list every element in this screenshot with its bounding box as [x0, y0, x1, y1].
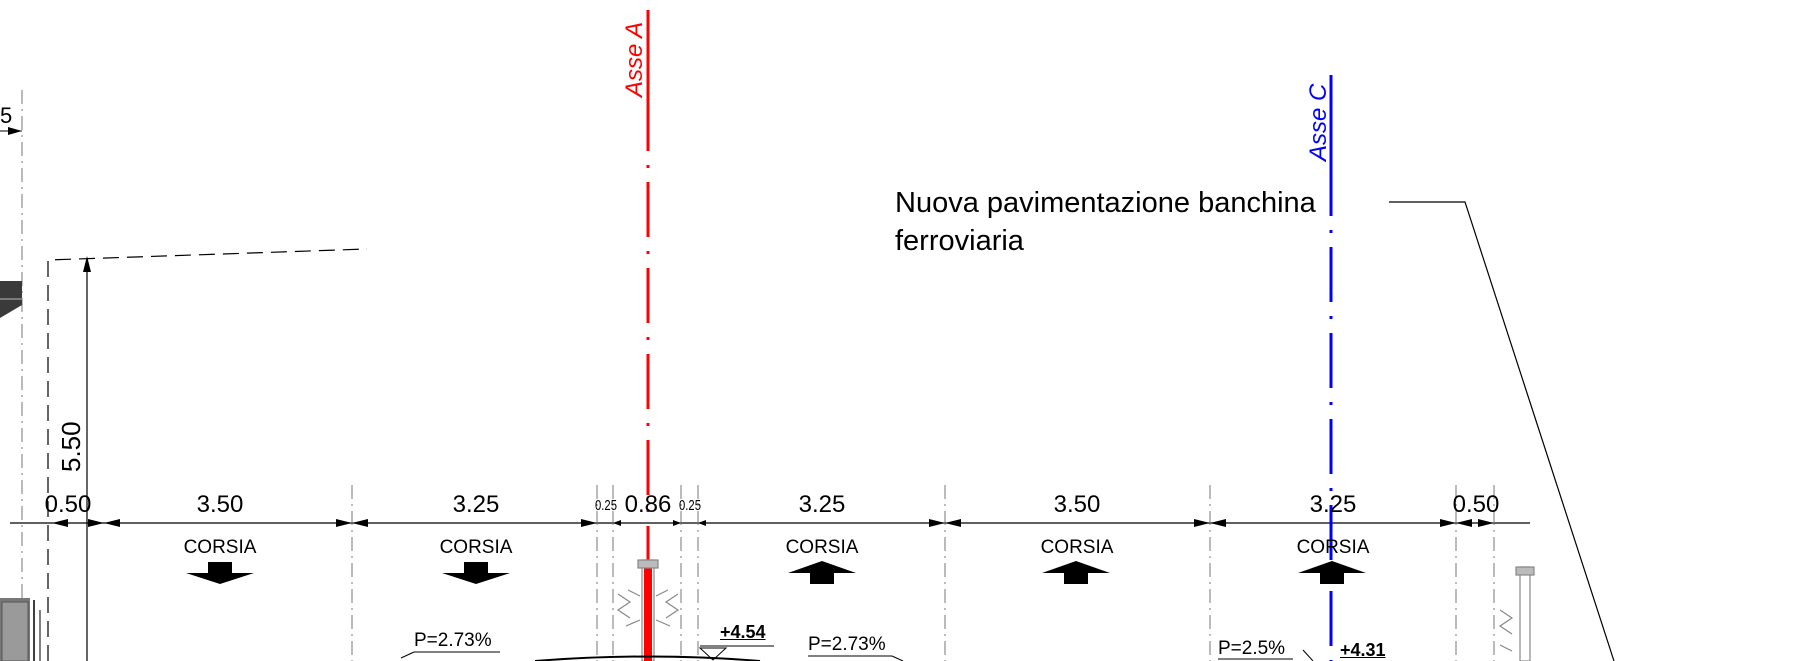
edge-dimension-fragment: 5 — [0, 103, 13, 128]
lane-label: CORSIA — [1040, 537, 1114, 558]
arrow-down-icon — [186, 562, 254, 584]
note-line-1: Nuova pavimentazione banchina — [895, 187, 1316, 219]
extension-lines — [21, 90, 1495, 661]
arrow-up-icon — [1298, 561, 1366, 584]
width-dimension: 0.25 — [595, 497, 617, 514]
width-dimension: 3.25 — [1309, 491, 1357, 518]
level-label-right: +4.31 — [1340, 640, 1386, 660]
axis-c-label: Asse C — [1305, 83, 1332, 161]
central-barrier — [616, 559, 680, 661]
axis-a-label: Asse A — [621, 21, 648, 97]
width-dimension: 3.25 — [798, 491, 846, 518]
slope-label-left: P=2.73% — [414, 630, 492, 651]
right-barrier — [1498, 566, 1535, 661]
slope-label-right: P=2.5% — [1218, 638, 1286, 659]
lane-label: CORSIA — [439, 537, 513, 558]
width-dimension: 0.86 — [624, 491, 672, 518]
slope-label-center-right: P=2.73% — [808, 634, 886, 655]
width-dimension: 3.25 — [452, 491, 500, 518]
note-leader-line — [1389, 201, 1615, 661]
arrow-up-icon — [788, 561, 856, 584]
width-dimension: 0.50 — [44, 491, 92, 518]
note-line-2: ferroviaria — [895, 225, 1024, 257]
lane-arrows — [186, 561, 1366, 584]
slope-markers — [400, 645, 1314, 661]
width-dimension: 0.25 — [679, 497, 701, 514]
left-structure — [0, 281, 41, 661]
vertical-clearance — [0, 127, 368, 661]
width-dimension: 3.50 — [1053, 491, 1101, 518]
lane-label: CORSIA — [1296, 537, 1370, 558]
lane-label: CORSIA — [785, 537, 859, 558]
vertical-dimension-label: 5.50 — [56, 421, 86, 472]
lane-label: CORSIA — [183, 537, 257, 558]
dimension-arrows — [52, 519, 1494, 527]
width-dimension: 0.50 — [1452, 491, 1500, 518]
level-label-center: +4.54 — [720, 622, 766, 642]
arrow-down-icon — [442, 562, 510, 584]
width-dimension: 3.50 — [196, 491, 244, 518]
pavement-surface — [534, 655, 761, 661]
arrow-up-icon — [1042, 561, 1110, 584]
